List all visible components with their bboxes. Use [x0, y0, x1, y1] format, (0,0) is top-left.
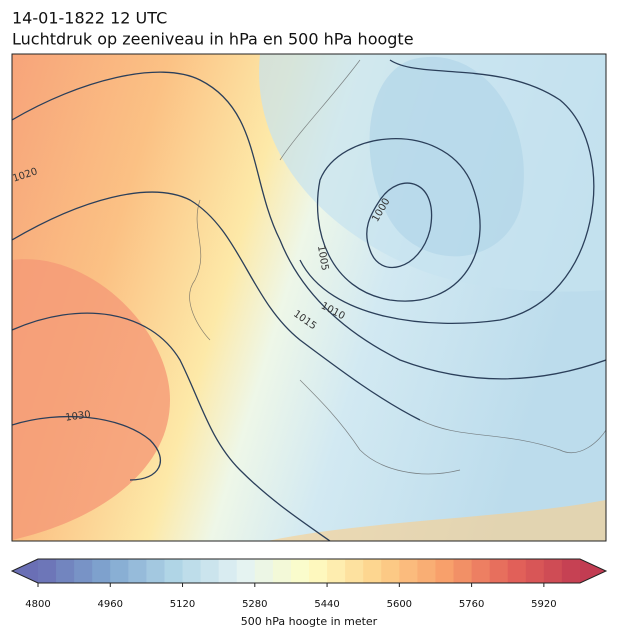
colorbar-level [200, 559, 220, 583]
colorbar-tick-label: 5120 [170, 599, 195, 610]
colorbar-level [417, 559, 436, 583]
colorbar-level [92, 559, 111, 583]
colorbar-tick-label: 4800 [25, 599, 50, 610]
map-frame [11, 53, 607, 542]
colorbar-extend-high [580, 559, 606, 583]
colorbar-level [146, 559, 165, 583]
colorbar-tick-label: 5920 [531, 599, 556, 610]
colorbar-level [507, 559, 527, 583]
colorbar-label: 500 hPa hoogte in meter [241, 615, 378, 628]
colorbar-level [254, 559, 274, 583]
colorbar-level [309, 559, 328, 583]
colorbar-level [453, 559, 473, 583]
colorbar-level [345, 559, 364, 583]
colorbar-level [471, 559, 491, 583]
colorbar-level [164, 559, 184, 583]
colorbar-level [128, 559, 147, 583]
isobar-label: 1030 [65, 409, 92, 423]
colorbar-level [272, 559, 292, 583]
colorbar-level [38, 559, 57, 583]
colorbar-level [363, 559, 382, 583]
isobar-label: 1005 [315, 245, 330, 272]
colorbar-tick-label: 5600 [387, 599, 412, 610]
colorbar-level [74, 559, 93, 583]
colorbar-tick-label: 5760 [459, 599, 484, 610]
title-line: Luchtdruk op zeeniveau in hPa en 500 hPa… [12, 30, 414, 49]
colorbar-level [110, 559, 129, 583]
colorbar-outline [10, 558, 608, 584]
colorbar-level [236, 559, 256, 583]
colorbar-level [218, 559, 238, 583]
colorbar-extend-low [12, 559, 38, 583]
colorbar-level [435, 559, 455, 583]
colorbar-level [327, 559, 346, 583]
colorbar-tick-label: 4960 [98, 599, 123, 610]
map [12, 54, 606, 541]
colorbar-level [525, 559, 545, 583]
colorbar-tick-label: 5280 [242, 599, 267, 610]
colorbar-level [561, 559, 581, 583]
colorbar-level [290, 559, 310, 583]
colorbar-level [381, 559, 400, 583]
colorbar-level [543, 559, 563, 583]
colorbar-level [489, 559, 509, 583]
colorbar-level [182, 559, 202, 583]
colorbar-tick-label: 5440 [314, 599, 339, 610]
colorbar-level [399, 559, 418, 583]
colorbar-level [56, 559, 75, 583]
title-line: 14-01-1822 12 UTC [12, 9, 167, 28]
